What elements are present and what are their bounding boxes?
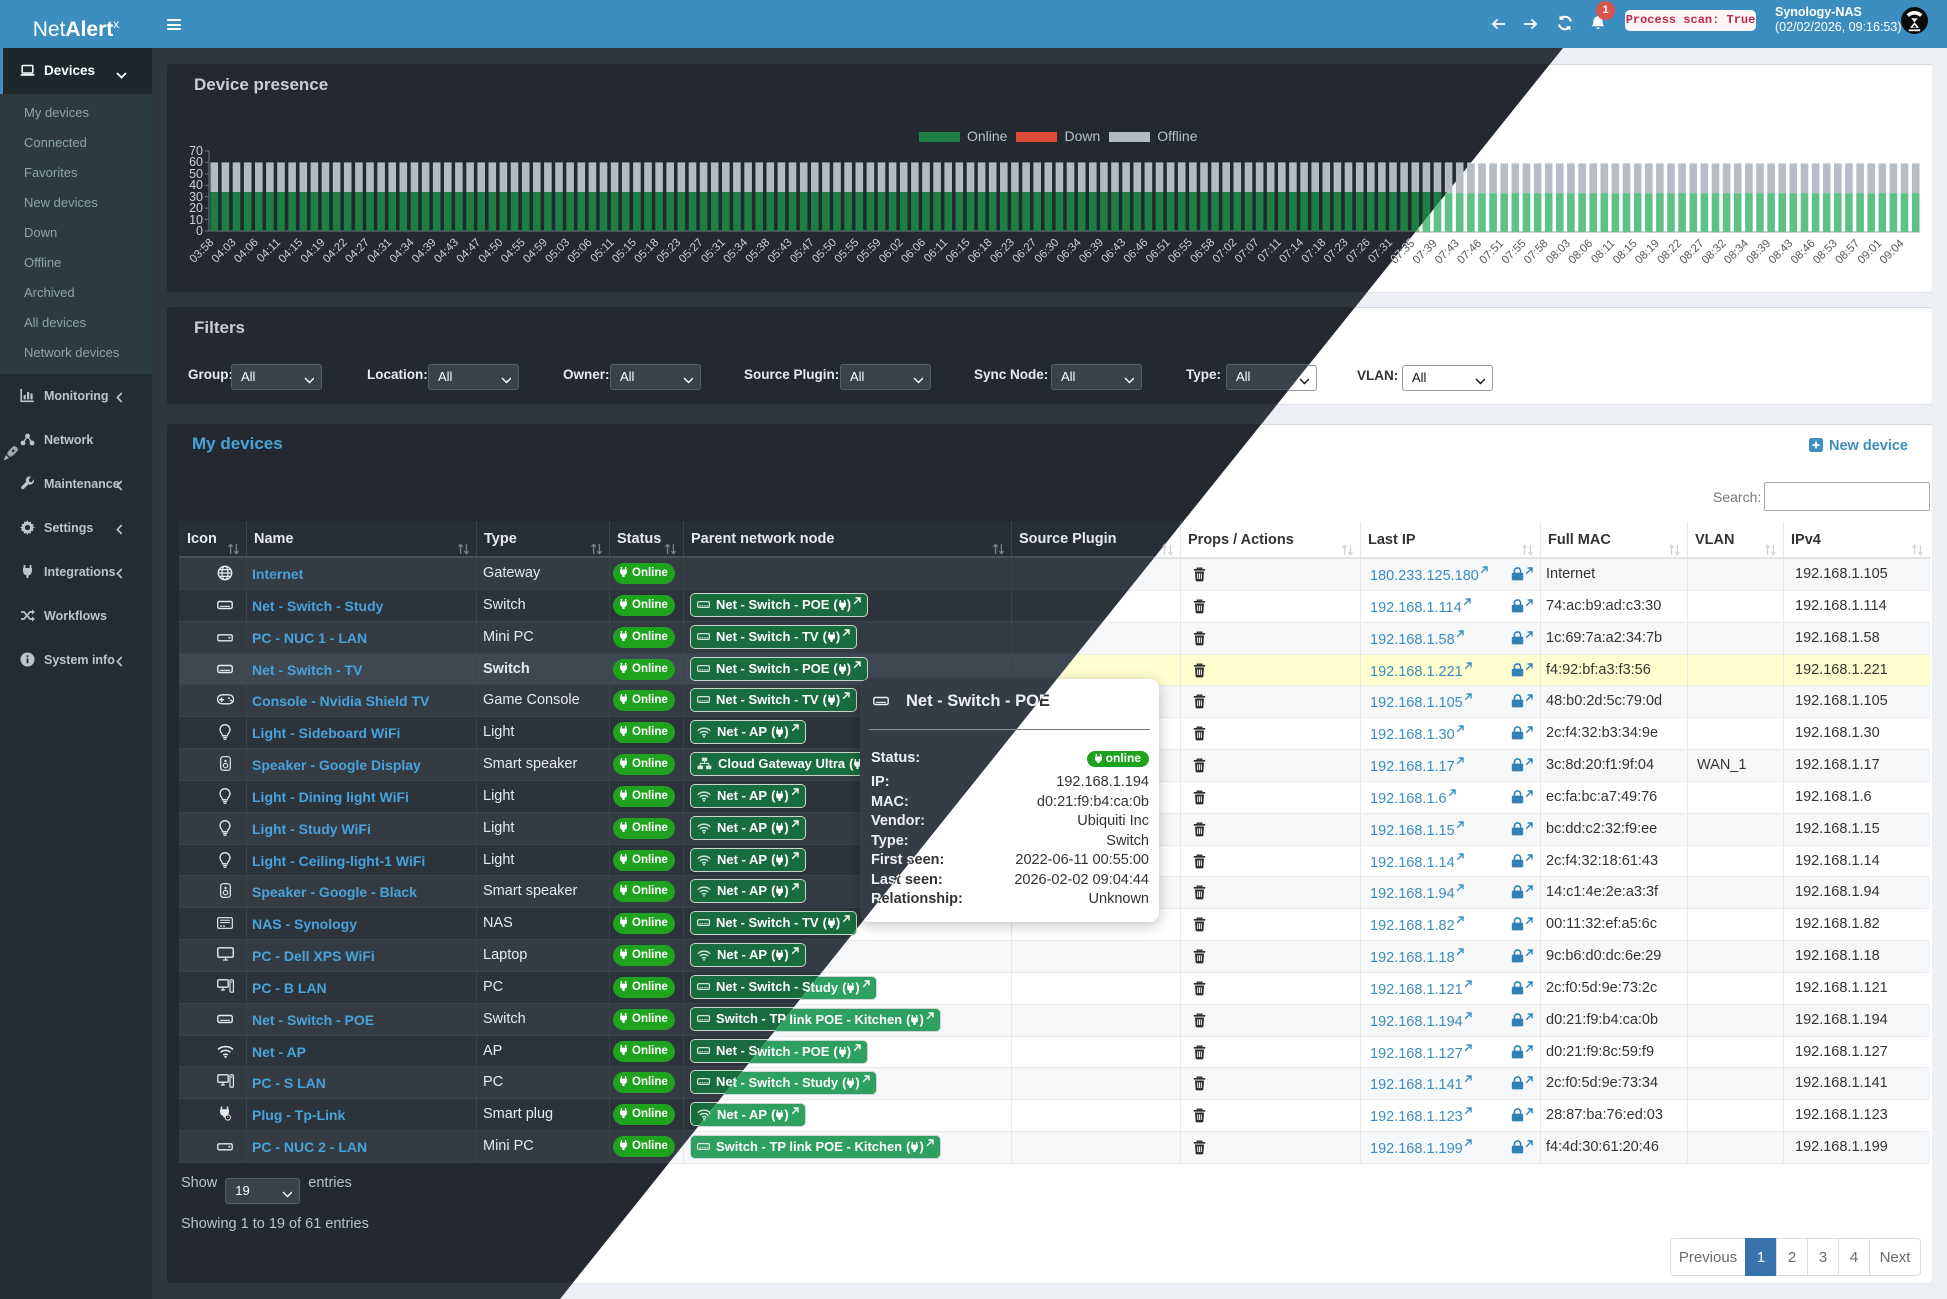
svg-text:08:46: 08:46 bbox=[1789, 238, 1818, 267]
svg-text:05:06: 05:06 bbox=[566, 237, 595, 266]
svg-text:05:38: 05:38 bbox=[744, 237, 773, 266]
svg-text:04:22: 04:22 bbox=[321, 237, 350, 266]
svg-text:06:43: 06:43 bbox=[1099, 237, 1128, 266]
svg-text:07:43: 07:43 bbox=[1433, 238, 1462, 267]
svg-text:0: 0 bbox=[196, 224, 203, 238]
svg-text:07:14: 07:14 bbox=[1277, 236, 1306, 265]
svg-text:07:23: 07:23 bbox=[1322, 237, 1351, 266]
svg-text:08:32: 08:32 bbox=[1700, 238, 1729, 267]
svg-text:06:02: 06:02 bbox=[877, 237, 906, 266]
svg-text:07:26: 07:26 bbox=[1344, 237, 1373, 266]
svg-text:07:31: 07:31 bbox=[1366, 237, 1395, 266]
svg-text:04:27: 04:27 bbox=[343, 237, 372, 266]
svg-text:04:59: 04:59 bbox=[521, 237, 550, 266]
svg-text:09:01: 09:01 bbox=[1856, 238, 1885, 267]
svg-text:06:06: 06:06 bbox=[899, 237, 928, 266]
svg-text:07:51: 07:51 bbox=[1477, 238, 1506, 267]
svg-text:07:46: 07:46 bbox=[1455, 238, 1484, 267]
svg-text:04:47: 04:47 bbox=[454, 237, 483, 266]
svg-text:20: 20 bbox=[189, 201, 203, 215]
svg-text:06:51: 06:51 bbox=[1144, 237, 1173, 266]
svg-text:06:30: 06:30 bbox=[1033, 237, 1062, 266]
svg-text:40: 40 bbox=[189, 178, 203, 192]
svg-text:08:53: 08:53 bbox=[1811, 238, 1840, 267]
svg-text:60: 60 bbox=[189, 155, 203, 169]
svg-text:06:46: 06:46 bbox=[1122, 237, 1151, 266]
svg-text:06:58: 06:58 bbox=[1188, 237, 1217, 266]
svg-text:05:03: 05:03 bbox=[543, 237, 572, 266]
svg-text:08:34: 08:34 bbox=[1722, 237, 1751, 266]
svg-text:07:39: 07:39 bbox=[1411, 238, 1440, 267]
svg-text:05:47: 05:47 bbox=[788, 237, 817, 266]
svg-text:05:34: 05:34 bbox=[721, 236, 750, 265]
svg-text:08:03: 08:03 bbox=[1544, 238, 1573, 267]
svg-text:08:22: 08:22 bbox=[1655, 238, 1684, 267]
svg-text:04:31: 04:31 bbox=[365, 237, 394, 266]
svg-text:04:03: 04:03 bbox=[210, 237, 239, 266]
svg-text:06:27: 06:27 bbox=[1010, 237, 1039, 266]
svg-text:04:39: 04:39 bbox=[410, 237, 439, 266]
svg-text:05:23: 05:23 bbox=[655, 237, 684, 266]
svg-text:06:15: 06:15 bbox=[944, 237, 973, 266]
svg-text:06:34: 06:34 bbox=[1055, 236, 1084, 265]
svg-text:09:04: 09:04 bbox=[1878, 237, 1907, 266]
svg-text:08:39: 08:39 bbox=[1744, 238, 1773, 267]
svg-text:08:06: 08:06 bbox=[1566, 238, 1595, 267]
svg-text:07:18: 07:18 bbox=[1300, 237, 1329, 266]
svg-text:06:23: 06:23 bbox=[988, 237, 1017, 266]
svg-text:50: 50 bbox=[189, 167, 203, 181]
svg-text:70: 70 bbox=[189, 144, 203, 158]
svg-text:05:50: 05:50 bbox=[810, 237, 839, 266]
svg-text:07:58: 07:58 bbox=[1522, 238, 1551, 267]
svg-text:08:57: 08:57 bbox=[1833, 238, 1862, 267]
svg-text:05:59: 05:59 bbox=[855, 237, 884, 266]
svg-text:05:31: 05:31 bbox=[699, 237, 728, 266]
svg-text:04:55: 04:55 bbox=[499, 237, 528, 266]
svg-text:08:15: 08:15 bbox=[1611, 238, 1640, 267]
svg-text:08:19: 08:19 bbox=[1633, 238, 1662, 267]
svg-text:04:06: 04:06 bbox=[232, 237, 261, 266]
svg-text:07:55: 07:55 bbox=[1500, 238, 1529, 267]
svg-text:04:50: 04:50 bbox=[477, 237, 506, 266]
svg-text:05:18: 05:18 bbox=[632, 237, 661, 266]
svg-text:06:55: 06:55 bbox=[1166, 237, 1195, 266]
svg-text:04:19: 04:19 bbox=[299, 237, 328, 266]
svg-text:05:43: 05:43 bbox=[766, 237, 795, 266]
svg-text:30: 30 bbox=[189, 190, 203, 204]
svg-text:08:27: 08:27 bbox=[1678, 238, 1707, 267]
svg-text:10: 10 bbox=[189, 213, 203, 227]
svg-text:04:43: 04:43 bbox=[432, 237, 461, 266]
svg-text:05:15: 05:15 bbox=[610, 237, 639, 266]
svg-text:08:43: 08:43 bbox=[1767, 238, 1796, 267]
svg-text:06:39: 06:39 bbox=[1077, 237, 1106, 266]
svg-text:04:34: 04:34 bbox=[388, 236, 417, 265]
svg-text:07:07: 07:07 bbox=[1233, 237, 1262, 266]
svg-text:04:15: 04:15 bbox=[277, 237, 306, 266]
svg-text:05:27: 05:27 bbox=[677, 237, 706, 266]
svg-text:03:58: 03:58 bbox=[188, 237, 217, 266]
svg-text:07:02: 07:02 bbox=[1211, 237, 1240, 266]
svg-text:05:55: 05:55 bbox=[833, 237, 862, 266]
svg-text:06:18: 06:18 bbox=[966, 237, 995, 266]
